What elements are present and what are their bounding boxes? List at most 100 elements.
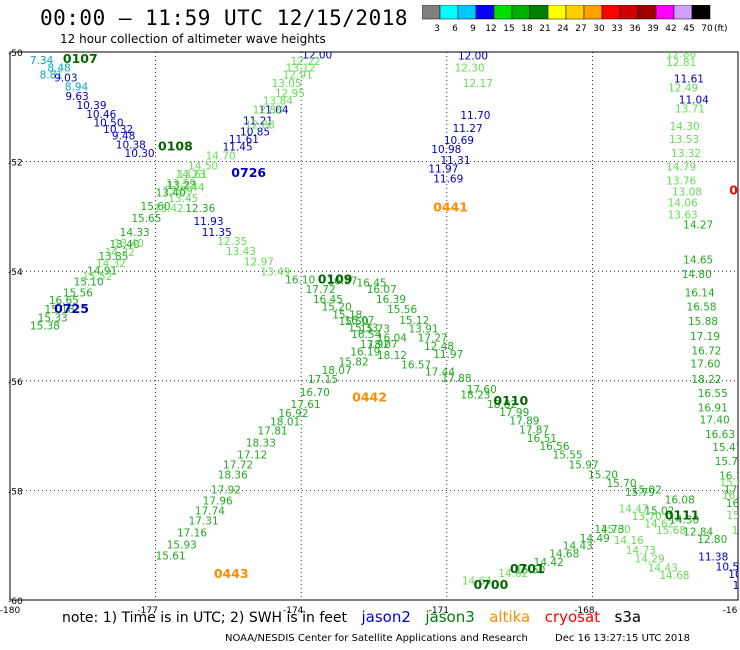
wave-height-value: 14.23 (175, 169, 205, 181)
wave-height-value: 14.43 (563, 541, 593, 553)
wave-height-value: 17.40 (700, 415, 730, 427)
wave-height-value: 16.08 (665, 495, 695, 507)
wave-height-value: 16.58 (687, 302, 717, 314)
wave-height-value: 12.88 (245, 120, 275, 132)
wave-height-value: 15.62 (720, 477, 740, 489)
wave-height-value: 10.69 (444, 135, 474, 147)
wave-height-value: 14.70 (206, 150, 236, 162)
lat-tick-label: -52 (8, 159, 23, 169)
wave-height-value: 13.42 (154, 203, 184, 215)
wave-height-value: 13.44 (175, 182, 205, 194)
wave-height-value: 18.01 (270, 417, 300, 429)
lat-tick-label: -50 (8, 49, 23, 59)
colorbar-tick: 9 (470, 24, 476, 33)
lat-tick-label: -60 (8, 597, 23, 607)
legend-altika: altika (489, 608, 531, 626)
wave-height-value: 15.20 (322, 302, 352, 314)
wave-height-value: 17.60 (690, 359, 720, 371)
wave-height-value: 14.49 (580, 533, 610, 545)
wave-height-value: 14.80 (682, 269, 712, 281)
wave-height-value: 15.12 (399, 315, 429, 327)
wave-height-value: 17.74 (195, 506, 225, 518)
wave-height-value: 10.30 (125, 148, 155, 160)
wave-height-value: 14.65 (683, 255, 713, 267)
wave-height-value: 13.08 (672, 187, 702, 199)
wave-height-value: 15.33 (348, 322, 378, 334)
wave-height-value: 12.86 (666, 48, 696, 60)
wave-height-value: 15.74 (715, 456, 740, 468)
wave-height-value: 14.42 (534, 557, 564, 569)
wave-height-value: 17.60 (467, 384, 497, 396)
wave-height-value: 17.15 (308, 374, 338, 386)
wave-height-value: 11.69 (433, 173, 463, 185)
wave-height-value: 12.35 (217, 236, 247, 248)
wave-height-value: 11.97 (433, 349, 463, 361)
wave-height-value: 16.91 (722, 490, 740, 502)
colorbar-unit: (ft) (714, 24, 728, 33)
wave-height-value: 18.36 (218, 469, 248, 481)
wave-height-value: 14.73 (626, 545, 656, 557)
colorbar-swatch (691, 5, 711, 20)
wave-height-value: 10.39 (76, 100, 106, 112)
wave-height-value: 15.73 (360, 324, 390, 336)
wave-height-value: 15.60 (141, 201, 171, 213)
wave-height-value: 11.04 (679, 95, 709, 107)
lon-tick-label: -171 (429, 606, 449, 616)
wave-height-value: 17.16 (177, 527, 207, 539)
wave-height-value: 14.27 (683, 219, 713, 231)
wave-height-value: 8.48 (47, 63, 70, 75)
colorbar-tick: 33 (611, 24, 622, 33)
wave-height-value: 17.99 (499, 407, 529, 419)
wave-height-value: 17.92 (360, 339, 390, 351)
lon-tick-label: -16 (723, 606, 738, 616)
wave-height-value: 15.88 (688, 316, 718, 328)
colorbar-tick: 36 (629, 24, 641, 33)
wave-height-value: 15.61 (156, 550, 186, 562)
wave-height-value: 12.84 (683, 526, 713, 538)
wave-height-value: 14.68 (549, 548, 579, 560)
wave-height-value: 17.88 (441, 373, 471, 385)
pass-time-label: 0726 (231, 165, 266, 180)
wave-height-value: 14.32 (96, 258, 126, 270)
wave-height-value: 17.31 (189, 515, 219, 527)
wave-height-value: 11.61 (229, 134, 259, 146)
wave-height-value: 10.46 (86, 109, 116, 121)
wave-height-value: 18.07 (368, 339, 398, 351)
wave-height-value: 15.97 (569, 459, 599, 471)
wave-height-value: 15.10 (74, 276, 104, 288)
wave-height-value: 15.79 (625, 487, 655, 499)
wave-height-value: 11.35 (202, 227, 232, 239)
wave-height-value: 16.63 (705, 429, 735, 441)
wave-height-value: 10.32 (103, 124, 133, 136)
wave-height-value: 18.22 (691, 374, 721, 386)
wave-height-value: 15.56 (63, 287, 93, 299)
wave-height-value: 17.89 (509, 416, 539, 428)
wave-height-value: 13.70 (632, 511, 662, 523)
legend-jason2: jason2 (361, 608, 411, 626)
wave-height-value: 12.30 (455, 63, 485, 75)
wave-height-value: 13.85 (98, 251, 128, 263)
wave-height-value: 17.38 (724, 485, 740, 497)
wave-height-value: 15.47 (712, 442, 740, 454)
wave-height-value: 16.57 (401, 360, 431, 372)
wave-height-value: 13.40 (114, 238, 144, 250)
wave-height-value: 11.27 (453, 123, 483, 135)
wave-height-value: 14.30 (670, 121, 700, 133)
wave-height-value: 16.55 (698, 388, 728, 400)
colorbar-tick: 18 (521, 24, 533, 33)
wave-height-value: 14.64 (462, 576, 492, 588)
wave-height-value: 16.92 (278, 408, 308, 420)
track-layer: 7.348.488.818.949.039.6310.3910.4610.501… (30, 48, 740, 592)
wave-height-value: 15.52 (82, 271, 112, 283)
wave-height-value: 14.62 (498, 568, 528, 580)
wave-height-value: 16.13 (719, 470, 740, 482)
wave-height-value: 13.32 (671, 148, 701, 160)
wave-height-value: 16.70 (300, 387, 330, 399)
wave-height-value: 17.92 (211, 485, 241, 497)
wave-height-value: 15.38 (30, 320, 60, 332)
colorbar-tick: 70 (701, 24, 713, 33)
wave-height-value: 11.7 (733, 580, 740, 592)
lat-tick-label: -54 (8, 268, 23, 278)
wave-height-value: 15.55 (553, 450, 583, 462)
colorbar-tick: 15 (503, 24, 514, 33)
